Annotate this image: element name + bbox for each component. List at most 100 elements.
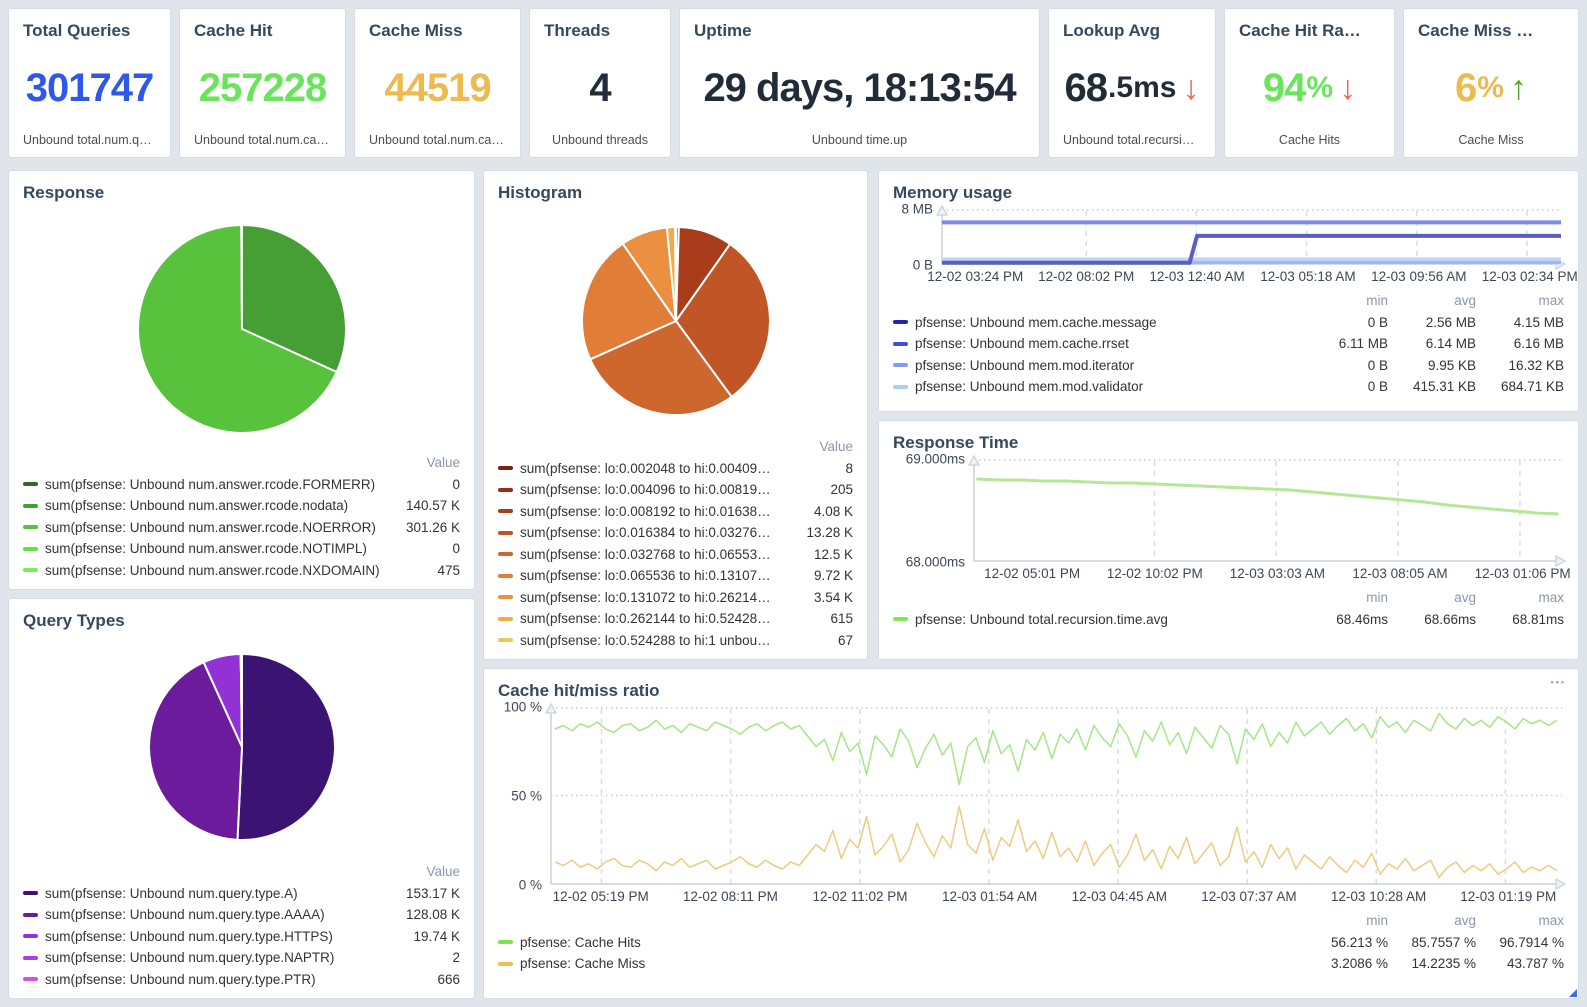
legend-series-value: 4.08 K: [813, 503, 853, 519]
legend-row-histogram: sum(pfsense: lo:0.004096 to hi:0.008192 …: [498, 479, 853, 501]
series-line[interactable]: [942, 233, 1561, 265]
response-pie-chart[interactable]: [136, 223, 348, 435]
legend-series-value: 0: [452, 541, 460, 557]
legend-row-histogram: sum(pfsense: lo:0.016384 to hi:0.032768 …: [498, 522, 853, 544]
legend-series-label[interactable]: pfsense: Cache Hits: [520, 934, 641, 950]
series-line[interactable]: [976, 477, 1559, 516]
series-line[interactable]: [554, 712, 1558, 786]
legend-series-label[interactable]: pfsense: Unbound mem.mod.validator: [915, 379, 1144, 395]
legend-series-label[interactable]: sum(pfsense: lo:0.008192 to hi:0.016384 …: [520, 503, 773, 519]
trend-up-icon: ↑: [1509, 69, 1527, 107]
legend-header: min avg max: [498, 910, 1564, 932]
legend-series-label[interactable]: pfsense: Cache Miss: [520, 956, 646, 972]
trend-down-icon: ↓: [1182, 69, 1200, 107]
memory-legend: min avg max pfsense: Unbound mem.cache.mess…: [893, 290, 1564, 398]
legend-color-chip: [893, 363, 908, 368]
pie-slice[interactable]: [136, 223, 338, 434]
memory-chart-plot[interactable]: [935, 204, 1567, 271]
legend-stat-value: 6.11 MB: [1338, 336, 1388, 352]
stat-value-threads: 4: [544, 43, 656, 133]
legend-row-query-types: sum(pfsense: Unbound num.query.type.A) 15…: [23, 883, 460, 905]
legend-color-chip: [498, 509, 513, 514]
legend-series-label[interactable]: sum(pfsense: Unbound num.answer.rcode.FO…: [45, 476, 376, 492]
response-time-chart-plot[interactable]: [967, 454, 1567, 568]
query-types-pie-chart[interactable]: [147, 652, 337, 842]
legend-row-response: sum(pfsense: Unbound num.answer.rcode.NO…: [23, 517, 460, 539]
legend-series-label[interactable]: sum(pfsense: lo:0.131072 to hi:0.262144 …: [520, 589, 773, 605]
panel-histogram: Histogram Value sum(pfsense: lo:0.002048 …: [483, 170, 868, 660]
legend-series-label[interactable]: sum(pfsense: lo:0.032768 to hi:0.065536 …: [520, 546, 773, 562]
legend-stat-value: 2.56 MB: [1425, 314, 1476, 330]
pie-slice[interactable]: [239, 653, 243, 748]
legend-stat-value: 3.2086 %: [1330, 956, 1388, 972]
response-time-chart: 69.000ms 68.000ms 12-02 05:01 PM 12-02 10:…: [893, 452, 1571, 587]
legend-series-label[interactable]: pfsense: Unbound mem.cache.message: [915, 314, 1157, 330]
legend-series-label[interactable]: sum(pfsense: Unbound num.query.type.A): [45, 885, 298, 901]
legend-series-label[interactable]: sum(pfsense: Unbound num.query.type.NAPT…: [45, 950, 335, 966]
cache-ratio-legend: min avg max pfsense: Cache Hits 56.213 % 85.7…: [498, 910, 1564, 975]
x-tick-label: 12-02 10:02 PM: [1106, 566, 1203, 581]
series-line[interactable]: [554, 805, 1558, 879]
legend-row-histogram: sum(pfsense: lo:0.262144 to hi:0.524288 …: [498, 608, 853, 630]
legend-value-header: Value: [426, 455, 460, 471]
legend-series-label[interactable]: sum(pfsense: Unbound num.answer.rcode.NX…: [45, 562, 380, 578]
stat-title-cache-miss-ratio: Cache Miss …: [1418, 21, 1534, 40]
legend-series-label[interactable]: sum(pfsense: lo:0.002048 to hi:0.004096 …: [520, 460, 773, 476]
panel-menu-icon[interactable]: •••: [1550, 677, 1566, 687]
legend-series-label[interactable]: sum(pfsense: lo:0.262144 to hi:0.524288 …: [520, 611, 773, 627]
legend-series-label[interactable]: sum(pfsense: lo:0.016384 to hi:0.032768 …: [520, 525, 773, 541]
x-tick-label: 12-03 05:18 AM: [1260, 269, 1356, 284]
response-time-y-axis-labels: 69.000ms 68.000ms: [893, 452, 973, 570]
legend-series-label[interactable]: sum(pfsense: lo:0.004096 to hi:0.008192 …: [520, 482, 773, 498]
legend-stat-header: min: [1366, 293, 1388, 309]
panel-response: Response Value sum(pfsense: Unbound num.a…: [8, 170, 475, 590]
legend-series-label[interactable]: sum(pfsense: lo:0.524288 to hi:1 unboun…: [520, 632, 773, 648]
legend-series-value: 8: [845, 460, 853, 476]
legend-row-response: sum(pfsense: Unbound num.answer.rcode.no…: [23, 495, 460, 517]
x-tick-label: 12-03 10:28 AM: [1330, 889, 1427, 904]
x-tick-label: 12-03 08:05 AM: [1352, 566, 1448, 581]
legend-stat-value: 68.81ms: [1512, 611, 1564, 627]
cache-ratio-chart-plot[interactable]: [544, 702, 1567, 891]
legend-series-value: 12.5 K: [813, 546, 853, 562]
legend-series-label[interactable]: sum(pfsense: lo:0.065536 to hi:0.131072 …: [520, 568, 773, 584]
stat-value-cache-miss: 44519: [369, 43, 506, 133]
query-types-legend: Value sum(pfsense: Unbound num.query.type…: [23, 861, 460, 990]
pie-slice[interactable]: [240, 223, 347, 373]
legend-row-response-time: pfsense: Unbound total.recursion.time.av…: [893, 609, 1564, 631]
pie-slice[interactable]: [235, 653, 336, 841]
stat-value-suffix: .5ms: [1108, 71, 1177, 104]
legend-series-label[interactable]: sum(pfsense: Unbound num.answer.rcode.no…: [45, 498, 349, 514]
legend-series-label[interactable]: sum(pfsense: Unbound num.query.type.PTR): [45, 971, 316, 987]
pie-slice[interactable]: [147, 661, 243, 841]
legend-row-response: sum(pfsense: Unbound num.answer.rcode.NO…: [23, 538, 460, 560]
stat-title-total-queries: Total Queries: [23, 21, 131, 40]
legend-stat-value: 0 B: [1367, 379, 1388, 395]
legend-series-label[interactable]: sum(pfsense: Unbound num.query.type.AAAA…: [45, 907, 325, 923]
legend-stat-value: 415.31 KB: [1412, 379, 1476, 395]
pie-slice[interactable]: [239, 223, 243, 330]
legend-color-chip: [893, 384, 908, 389]
legend-stat-value: 0 B: [1367, 314, 1388, 330]
pie-slice[interactable]: [673, 225, 677, 322]
legend-stat-value: 4.15 MB: [1513, 314, 1564, 330]
legend-series-label[interactable]: sum(pfsense: Unbound num.query.type.HTTP…: [45, 928, 333, 944]
stat-title-lookup-avg: Lookup Avg: [1063, 21, 1160, 40]
histogram-pie-chart[interactable]: [580, 225, 772, 417]
legend-series-label[interactable]: sum(pfsense: Unbound num.answer.rcode.NO…: [45, 519, 376, 535]
legend-row-histogram: sum(pfsense: lo:0.524288 to hi:1 unboun……: [498, 630, 853, 652]
stat-panel-cache-hit-ratio: Cache Hit Ra… 94% ↓ Cache Hits: [1224, 8, 1395, 158]
pie-slice[interactable]: [674, 242, 771, 398]
legend-series-label[interactable]: pfsense: Unbound mem.cache.rrset: [915, 336, 1129, 352]
legend-series-label[interactable]: sum(pfsense: Unbound num.answer.rcode.NO…: [45, 541, 367, 557]
legend-stat-header: max: [1538, 293, 1564, 309]
panel-resize-handle[interactable]: [1569, 989, 1577, 997]
legend-header: Value: [23, 861, 460, 883]
stat-subtitle-cache-miss-ratio: Cache Miss: [1458, 133, 1524, 147]
legend-series-label[interactable]: pfsense: Unbound mem.mod.iterator: [915, 357, 1135, 373]
response-legend: Value sum(pfsense: Unbound num.answer.rco…: [23, 452, 460, 581]
panel-response-time: Response Time 69.000ms 68.000ms 12-02 05:…: [878, 420, 1579, 660]
pie-slice[interactable]: [580, 242, 677, 360]
legend-row-query-types: sum(pfsense: Unbound num.query.type.AAAA…: [23, 904, 460, 926]
legend-series-label[interactable]: pfsense: Unbound total.recursion.time.av…: [915, 611, 1168, 627]
